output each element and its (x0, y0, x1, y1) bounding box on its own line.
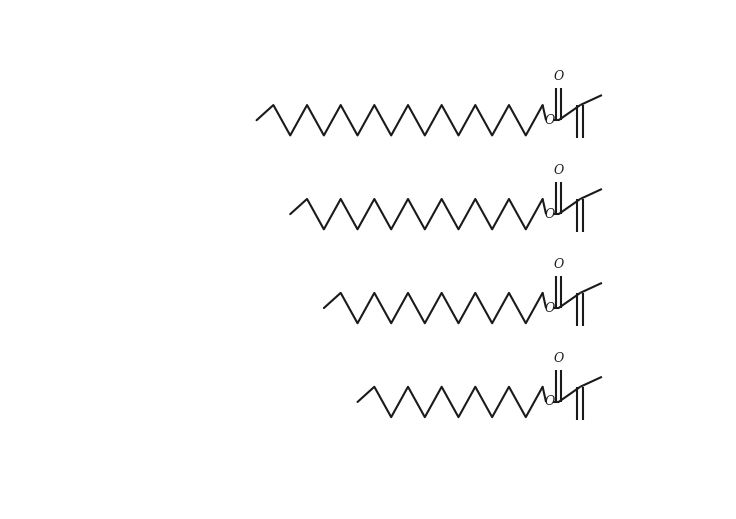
Text: O: O (545, 114, 555, 127)
Text: O: O (545, 208, 555, 221)
Text: O: O (553, 71, 564, 84)
Text: O: O (553, 258, 564, 271)
Text: O: O (545, 302, 555, 315)
Text: O: O (553, 165, 564, 177)
Text: O: O (545, 395, 555, 408)
Text: O: O (553, 352, 564, 365)
